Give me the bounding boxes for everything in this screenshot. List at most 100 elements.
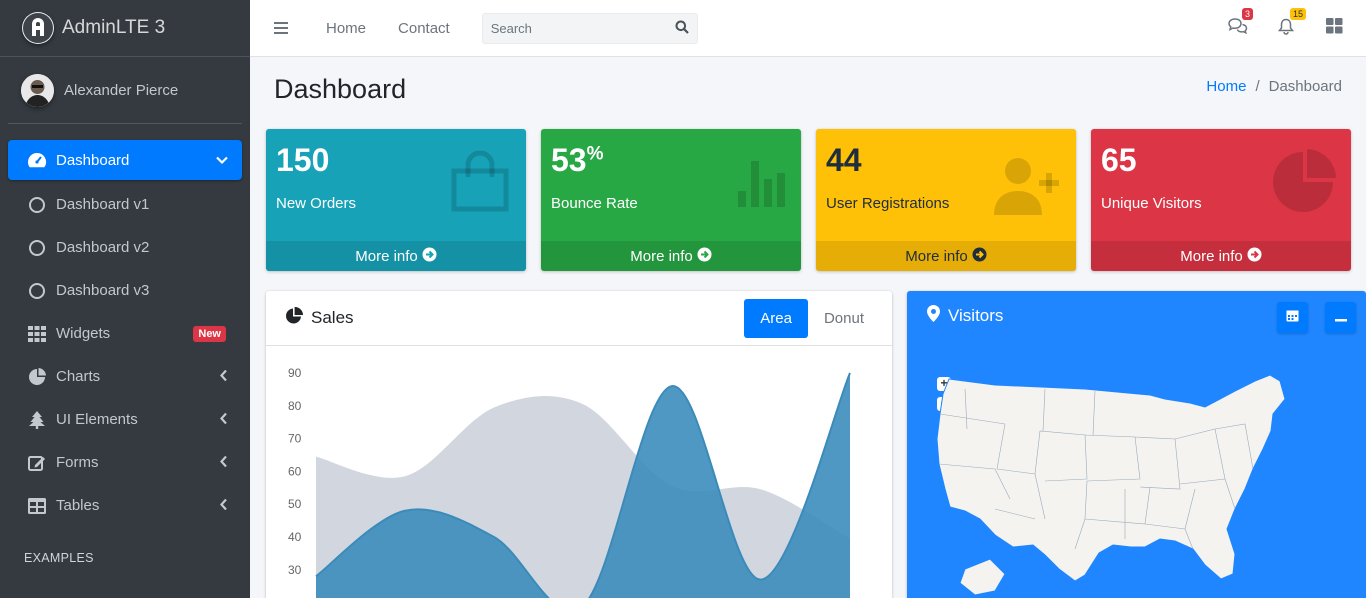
more-info-link[interactable]: More info (816, 241, 1076, 271)
control-sidebar-button[interactable] (1310, 18, 1358, 39)
tab-area[interactable]: Area (744, 299, 808, 338)
visitors-title: Visitors (948, 306, 1004, 325)
sales-title: Sales (311, 308, 354, 327)
more-info-label: More info (355, 247, 418, 265)
collapse-button[interactable] (1325, 302, 1356, 333)
bounce-rate-box: 53% Bounce Rate More info (541, 129, 801, 271)
sidebar-item-dashboard[interactable]: Dashboard (8, 140, 242, 180)
brand-logo (22, 12, 54, 44)
sidebar-item-dashboard-v1[interactable]: Dashboard v1 (8, 183, 242, 226)
chevron-left-icon (220, 368, 228, 385)
breadcrumb-home[interactable]: Home (1206, 78, 1247, 95)
more-info-link[interactable]: More info (266, 241, 526, 271)
sales-card: Sales Area Donut 90 80 70 60 50 40 30 (266, 291, 892, 598)
circle-icon (26, 281, 48, 301)
notifications-badge: 15 (1290, 7, 1307, 20)
sidebar-item-label: Widgets (56, 325, 111, 342)
sidebar-item-label: Charts (56, 368, 101, 385)
arrow-circle-right-icon (422, 247, 437, 266)
y-tick-label: 40 (288, 530, 302, 544)
box-value: 65 (1101, 142, 1137, 178)
sidebar-item-label: Forms (56, 454, 99, 471)
y-tick-label: 80 (288, 399, 302, 413)
user-name: Alexander Pierce (64, 81, 179, 99)
sidebar-item-label: Tables (56, 497, 100, 514)
box-label: New Orders (276, 195, 357, 212)
sidebar-item-charts[interactable]: Charts (8, 355, 242, 398)
sidebar-menu: Dashboard Dashboard v1 Dashboard v2 Dash… (0, 124, 250, 565)
sidebar-item-ui-elements[interactable]: UI Elements (8, 398, 242, 441)
tab-donut[interactable]: Donut (823, 310, 864, 327)
circle-icon (26, 238, 48, 258)
usa-map[interactable] (935, 369, 1315, 598)
bell-icon (1277, 18, 1295, 40)
sales-card-header: Sales Area Donut (266, 291, 892, 346)
sidebar-item-tables[interactable]: Tables (8, 484, 242, 527)
minus-icon (1334, 309, 1347, 327)
th-large-icon (1325, 18, 1343, 39)
menu-toggle-icon[interactable] (274, 22, 288, 34)
sales-tabs: Area Donut (744, 299, 880, 338)
chevron-left-icon (220, 497, 228, 514)
avatar (21, 73, 54, 107)
new-badge: New (193, 325, 226, 342)
brand-link[interactable]: AdminLTE 3 (0, 0, 250, 57)
arrow-circle-right-icon (1247, 247, 1262, 266)
more-info-link[interactable]: More info (541, 241, 801, 271)
bar-chart-icon (737, 161, 787, 212)
box-value: 44 (826, 142, 862, 178)
y-tick-label: 60 (288, 464, 302, 478)
sidebar-item-dashboard-v3[interactable]: Dashboard v3 (8, 269, 242, 312)
series-area-2 (316, 373, 850, 598)
y-tick-label: 30 (288, 563, 302, 577)
new-orders-box: 150 New Orders More info (266, 129, 526, 271)
sidebar-item-label: Dashboard v3 (56, 282, 150, 299)
sidebar-item-label: UI Elements (56, 411, 138, 428)
search-placeholder: Search (490, 20, 532, 36)
box-value: 53% (551, 142, 604, 178)
search-icon[interactable] (675, 20, 689, 37)
messages-button[interactable]: 3 (1214, 8, 1262, 39)
more-info-label: More info (630, 247, 693, 265)
sidebar-item-widgets[interactable]: Widgets New (8, 312, 242, 355)
chevron-left-icon (220, 454, 228, 471)
search-input[interactable]: Search (481, 12, 698, 44)
unique-visitors-box: 65 Unique Visitors More info (1091, 129, 1351, 271)
arrow-circle-right-icon (972, 247, 987, 266)
box-label: Unique Visitors (1101, 195, 1202, 212)
nav-link-contact[interactable]: Contact (398, 19, 450, 37)
sidebar-item-label: Dashboard v2 (56, 239, 150, 256)
sidebar-item-forms[interactable]: Forms (8, 441, 242, 484)
series-line-2 (315, 372, 851, 598)
grid-icon (26, 324, 48, 344)
user-plus-icon (994, 157, 1062, 220)
more-info-link[interactable]: More info (1091, 241, 1351, 271)
sales-area-chart: 90 80 70 60 50 40 30 (288, 366, 851, 598)
notifications-button[interactable]: 15 (1262, 7, 1310, 40)
visitors-card-header: Visitors (907, 291, 1366, 341)
pie-chart-icon (1273, 149, 1337, 218)
chevron-down-icon (216, 152, 228, 169)
navbar-right: 3 15 (1214, 0, 1366, 57)
user-panel[interactable]: Alexander Pierce (8, 57, 242, 124)
sidebar-item-dashboard-v2[interactable]: Dashboard v2 (8, 226, 242, 269)
pie-chart-icon (26, 367, 48, 387)
nav-link-home[interactable]: Home (326, 19, 367, 37)
shopping-bag-icon (448, 149, 512, 218)
breadcrumb-current: Dashboard (1268, 78, 1342, 95)
table-icon (26, 496, 48, 516)
arrow-circle-right-icon (697, 247, 712, 266)
tree-icon (26, 410, 48, 430)
sidebar: AdminLTE 3 Alexander Pierce Dashboard Da… (0, 0, 250, 598)
box-label: User Registrations (826, 195, 950, 212)
box-value: 150 (276, 142, 330, 178)
comments-icon (1228, 18, 1248, 39)
sidebar-item-label: Dashboard (56, 151, 130, 169)
more-info-label: More info (905, 247, 968, 265)
breadcrumb: Home / Dashboard (1206, 78, 1342, 95)
date-range-button[interactable] (1277, 302, 1308, 333)
user-registrations-box: 44 User Registrations More info (816, 129, 1076, 271)
top-navbar: Home Contact Search 3 15 (250, 0, 1366, 57)
series-line-1 (315, 393, 851, 539)
edit-icon (26, 453, 48, 473)
